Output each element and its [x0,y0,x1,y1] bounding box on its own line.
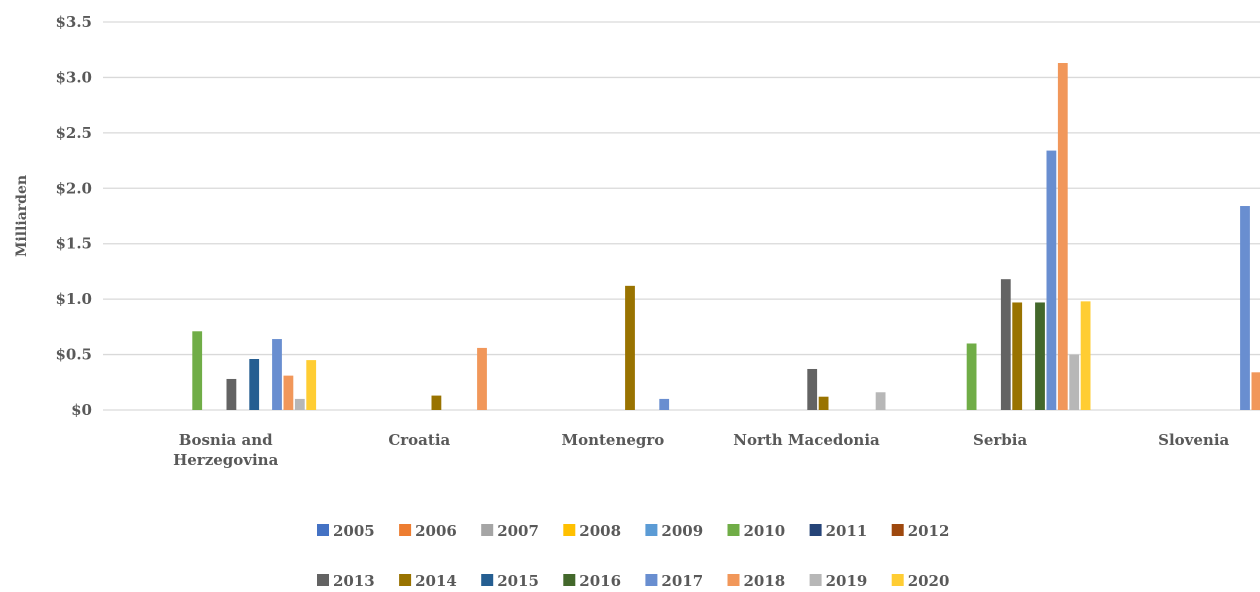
legend-item-2013: 2013 [317,572,375,590]
legend-label: 2014 [415,572,457,590]
legend-item-2005: 2005 [317,522,375,540]
bar-2015 [249,359,260,410]
y-tick-label: $3.0 [55,68,92,86]
bar-2014 [1012,302,1023,410]
legend-item-2012: 2012 [891,522,950,540]
bars [192,63,1260,410]
y-tick-label: $0.5 [55,346,92,364]
legend-label: 2006 [415,522,457,540]
bar-2016 [1035,302,1045,410]
legend-label: 2017 [661,572,703,590]
legend-item-2011: 2011 [809,522,868,540]
legend-item-2008: 2008 [563,522,621,540]
bar-2014 [818,396,829,410]
legend-item-2015: 2015 [481,572,539,590]
bar-2020 [1080,301,1091,410]
bar-2013 [1000,279,1011,410]
legend-swatch [727,524,740,536]
category-label: Montenegro [561,431,664,449]
y-axis-ticks: $0 $0.5 $1.0 $1.5 $2.0 $2.5 $3.0 $3.5 [55,13,92,419]
legend-label: 2005 [333,522,375,540]
category-label: Slovenia [1158,431,1229,449]
legend-swatch [809,524,822,536]
bar-2013 [807,368,818,410]
bar-2018 [1251,372,1260,410]
legend-swatch [317,524,329,536]
bar-2014 [625,285,635,410]
legend-swatch [645,524,658,536]
legend-label: 2018 [744,572,786,590]
x-axis-categories: Bosnia and Herzegovina Croatia Montenegro No… [173,431,1229,469]
legend-swatch [563,524,576,536]
bar-2013 [226,378,237,410]
bar-2017 [1240,206,1250,410]
legend-label: 2011 [826,522,868,540]
legend: 2005 2006 2007 2008 2009 2010 2011 2012 2013 2014… [317,522,949,590]
bar-2020 [306,360,317,410]
legend-swatch [645,574,658,586]
legend-label: 2020 [908,572,950,590]
legend-swatch [481,574,494,586]
legend-item-2019: 2019 [809,572,868,590]
legend-label: 2016 [579,572,621,590]
legend-swatch [891,524,904,536]
legend-label: 2012 [908,522,950,540]
bar-2014 [431,395,442,410]
y-tick-label: $2.5 [55,124,92,142]
bar-2010 [192,331,203,410]
legend-label: 2015 [497,572,539,590]
category-label: Croatia [388,431,450,449]
legend-item-2017: 2017 [645,572,703,590]
legend-swatch [399,524,412,536]
bar-2018 [283,375,294,410]
bar-2019 [875,392,886,410]
legend-swatch [481,524,494,536]
legend-item-2020: 2020 [891,572,950,590]
y-tick-label: $0 [71,401,92,419]
legend-swatch [563,574,576,586]
bar-2018 [1057,63,1068,410]
category-label: Serbia [973,431,1027,449]
bar-2019 [1069,354,1080,410]
legend-item-2006: 2006 [399,522,457,540]
legend-item-2014: 2014 [399,572,457,590]
y-tick-label: $1.0 [55,290,92,308]
bar-2017 [272,339,282,410]
legend-item-2010: 2010 [727,522,786,540]
bar-2018 [477,347,487,410]
legend-label: 2008 [579,522,621,540]
legend-swatch [399,574,412,586]
legend-label: 2013 [333,572,375,590]
legend-swatch [727,574,740,586]
legend-label: 2019 [826,572,868,590]
y-axis-label: Milliarden [14,175,30,257]
y-tick-label: $3.5 [55,13,92,31]
legend-item-2009: 2009 [645,522,703,540]
legend-item-2007: 2007 [481,522,539,540]
category-label: North Macedonia [733,431,880,449]
bar-2019 [294,398,305,410]
legend-label: 2010 [744,522,786,540]
legend-swatch [809,574,822,586]
bar-2017 [659,398,670,410]
legend-item-2018: 2018 [727,572,786,590]
legend-item-2016: 2016 [563,572,621,590]
legend-swatch [891,574,904,586]
legend-label: 2009 [661,522,703,540]
legend-label: 2007 [497,522,539,540]
y-tick-label: $1.5 [55,235,92,253]
bar-2010 [966,343,977,410]
gridlines [103,21,1260,411]
y-tick-label: $2.0 [55,179,92,197]
legend-swatch [317,574,329,586]
category-label: Bosnia and Herzegovina [173,431,278,469]
bar-2017 [1046,150,1057,410]
